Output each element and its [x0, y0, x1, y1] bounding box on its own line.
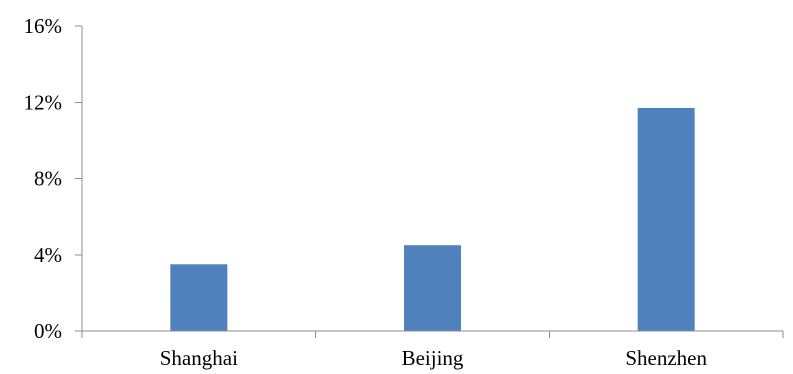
x-tick-label: Shanghai	[160, 346, 238, 370]
bar-shanghai	[170, 264, 228, 331]
bar-beijing	[404, 245, 461, 331]
y-tick-label: 4%	[34, 243, 62, 267]
y-tick-label: 12%	[24, 90, 63, 114]
bar-shenzhen	[637, 107, 695, 331]
x-tick-label: Beijing	[402, 346, 464, 370]
y-tick-label: 16%	[24, 14, 63, 38]
y-tick-label: 0%	[34, 319, 62, 343]
bar-series	[170, 107, 695, 331]
y-axis-ticks: 0% 4% 8% 12% 16%	[24, 14, 82, 343]
x-tick-label: Shenzhen	[625, 346, 707, 370]
x-axis-ticks: Shanghai Beijing Shenzhen	[81, 331, 784, 370]
y-tick-label: 8%	[34, 167, 62, 191]
